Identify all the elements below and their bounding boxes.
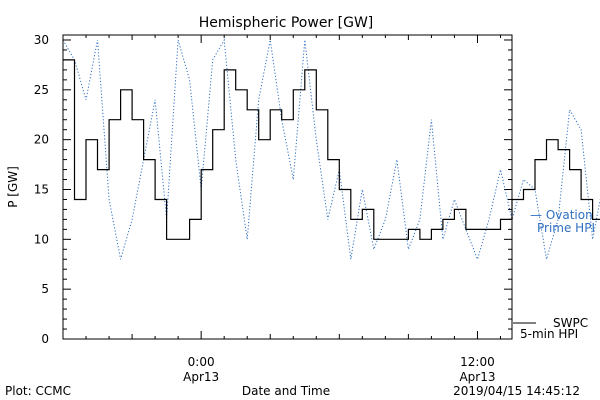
y-tick-label: 5 xyxy=(41,282,49,296)
legend-swpc: SWPC 5-min HPI xyxy=(513,316,588,341)
chart-title: Hemispheric Power [GW] xyxy=(199,15,374,31)
axis-ticks xyxy=(62,35,512,340)
legend-swpc-line2: 5-min HPI xyxy=(520,327,578,341)
x-tick-time: 12:00 xyxy=(460,355,495,369)
x-axis-label: Date and Time xyxy=(242,384,330,398)
plot-credit: Plot: CCMC xyxy=(5,384,71,398)
y-tick-labels: 0 5 10 15 20 25 30 xyxy=(34,33,49,346)
plot-frame xyxy=(62,34,513,340)
y-tick-label: 10 xyxy=(34,232,49,246)
y-tick-label: 0 xyxy=(41,332,49,346)
x-tick-time: 0:00 xyxy=(188,355,215,369)
y-tick-label: 30 xyxy=(34,33,49,47)
y-tick-label: 15 xyxy=(34,182,49,196)
series-line xyxy=(63,59,600,240)
series-layer xyxy=(62,38,600,261)
x-tick-date: Apr13 xyxy=(459,370,495,384)
y-tick-label: 25 xyxy=(34,83,49,97)
legend-swpc-line1: SWPC xyxy=(553,316,588,330)
y-axis-label: P [GW] xyxy=(6,166,20,208)
x-tick-date: Apr13 xyxy=(183,370,219,384)
legend-ovation: — Ovation Prime HPI xyxy=(530,208,595,235)
y-tick-label: 20 xyxy=(34,133,49,147)
series-swpc xyxy=(62,59,600,240)
plot-area xyxy=(62,34,600,340)
legend-ovation-line1: — Ovation xyxy=(530,208,593,222)
plot-timestamp: 2019/04/15 14:45:12 xyxy=(453,384,580,398)
legend-ovation-line2: Prime HPI xyxy=(537,221,595,235)
x-tick-labels: 0:00Apr1312:00Apr130:00Apr1412:00Apr140:… xyxy=(183,355,495,384)
